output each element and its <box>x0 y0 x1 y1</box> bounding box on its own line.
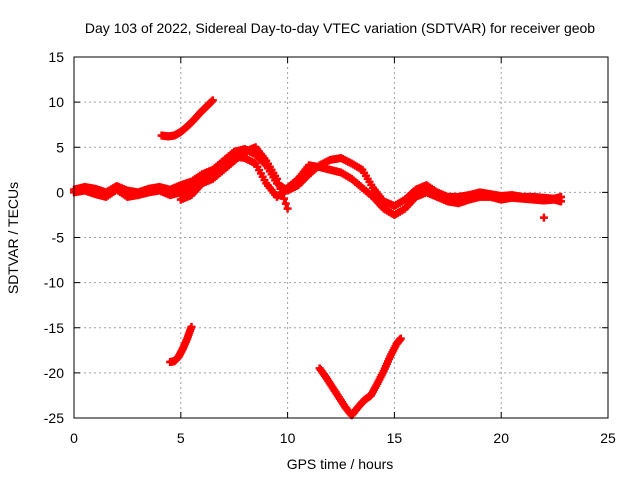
series-v-shape <box>315 334 405 420</box>
y-tick-label: 5 <box>56 139 64 155</box>
x-tick-label: 0 <box>70 430 78 446</box>
y-axis-label: SDTVAR / TECUs <box>5 182 21 294</box>
data-point <box>539 213 548 222</box>
chart-title: Day 103 of 2022, Sidereal Day-to-day VTE… <box>85 20 595 36</box>
data-point <box>276 184 285 193</box>
series-arc-upper <box>157 96 217 141</box>
y-tick-label: -5 <box>52 230 65 246</box>
y-tick-label: 0 <box>56 184 64 200</box>
series-main-band-2 <box>70 152 566 219</box>
series-main-band-3 <box>176 143 292 213</box>
y-tick-label: -10 <box>44 275 64 291</box>
data-point <box>396 334 405 343</box>
plot-frame <box>73 56 609 419</box>
data-points <box>70 96 566 420</box>
data-point <box>187 322 196 331</box>
data-point <box>557 197 566 206</box>
x-tick-label: 5 <box>177 430 185 446</box>
data-point <box>278 189 287 198</box>
y-tick-label: -25 <box>44 410 64 426</box>
series-arc-lower-left <box>166 322 196 367</box>
grid <box>74 57 608 418</box>
x-tick-label: 20 <box>493 430 509 446</box>
y-tick-label: 15 <box>48 49 64 65</box>
x-tick-label: 25 <box>600 430 616 446</box>
x-axis-label: GPS time / hours <box>287 456 394 472</box>
y-tick-label: -15 <box>44 320 64 336</box>
data-point <box>274 179 283 188</box>
data-point <box>208 96 217 105</box>
x-tick-label: 15 <box>387 430 403 446</box>
y-tick-label: 10 <box>48 94 64 110</box>
axis-ticks: 0 5 10 15 20 25 15 10 5 0 -5 -10 -15 -20 -25 <box>44 49 616 446</box>
x-tick-label: 10 <box>280 430 296 446</box>
y-tick-label: -20 <box>44 365 64 381</box>
data-point <box>272 174 281 183</box>
series-isolated-point <box>539 213 548 222</box>
data-point <box>281 199 290 208</box>
data-point <box>283 204 292 213</box>
data-point <box>280 194 289 203</box>
